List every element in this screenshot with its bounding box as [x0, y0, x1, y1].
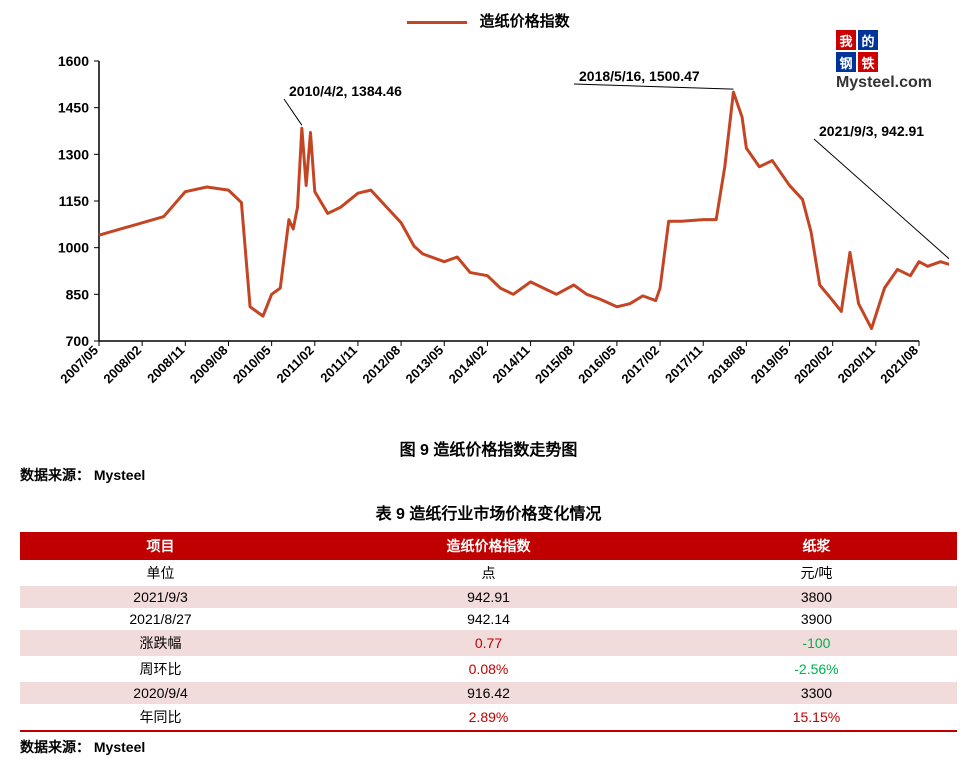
table-cell: -100 — [676, 630, 957, 656]
svg-text:2011/02: 2011/02 — [273, 343, 316, 386]
table-row: 2021/8/27942.143900 — [20, 608, 957, 630]
svg-text:2007/05: 2007/05 — [57, 343, 101, 387]
svg-text:850: 850 — [65, 286, 89, 302]
table-row: 2021/9/3942.913800 — [20, 586, 957, 608]
svg-text:2008/11: 2008/11 — [144, 343, 187, 386]
svg-text:2021/08: 2021/08 — [877, 343, 921, 387]
table-source: 数据来源： Mysteel — [20, 737, 957, 757]
svg-text:2020/02: 2020/02 — [790, 343, 834, 387]
table-row: 2020/9/4916.423300 — [20, 682, 957, 704]
source-label: 数据来源： — [20, 467, 90, 483]
table-cell: 点 — [301, 560, 676, 586]
table-cell: 15.15% — [676, 704, 957, 731]
table-caption: 表 9 造纸行业市场价格变化情况 — [20, 500, 957, 524]
table-cell: 916.42 — [301, 682, 676, 704]
table-row: 周环比0.08%-2.56% — [20, 656, 957, 682]
svg-text:2014/11: 2014/11 — [489, 343, 532, 386]
table-header-row: 项目 造纸价格指数 纸浆 — [20, 532, 957, 560]
source-value: Mysteel — [94, 467, 145, 483]
table-header-cell: 纸浆 — [676, 532, 957, 560]
svg-text:2017/02: 2017/02 — [618, 343, 662, 387]
svg-text:2011/11: 2011/11 — [317, 343, 360, 386]
svg-text:2015/08: 2015/08 — [532, 343, 576, 387]
table-cell: 2020/9/4 — [20, 682, 301, 704]
price-index-chart: 700850100011501300145016002007/052008/02… — [29, 41, 949, 421]
table-cell: 0.08% — [301, 656, 676, 682]
source-value: Mysteel — [94, 739, 145, 755]
table-row: 单位点元/吨 — [20, 560, 957, 586]
svg-text:2014/02: 2014/02 — [445, 343, 489, 387]
svg-text:2021/9/3, 942.91: 2021/9/3, 942.91 — [819, 123, 924, 139]
table-cell: 942.14 — [301, 608, 676, 630]
table-cell: 涨跌幅 — [20, 630, 301, 656]
svg-text:1150: 1150 — [58, 193, 89, 209]
table-cell: 942.91 — [301, 586, 676, 608]
svg-text:2013/05: 2013/05 — [402, 343, 446, 387]
table-cell: 元/吨 — [676, 560, 957, 586]
table-header-cell: 造纸价格指数 — [301, 532, 676, 560]
svg-text:1300: 1300 — [57, 146, 88, 162]
table-cell: -2.56% — [676, 656, 957, 682]
svg-text:1600: 1600 — [57, 53, 88, 69]
table-cell: 3300 — [676, 682, 957, 704]
chart-legend: 造纸价格指数 — [20, 10, 957, 31]
svg-text:2012/08: 2012/08 — [359, 343, 403, 387]
table-cell: 2.89% — [301, 704, 676, 731]
svg-text:1000: 1000 — [57, 240, 88, 256]
legend-label: 造纸价格指数 — [480, 13, 570, 30]
chart-caption: 图 9 造纸价格指数走势图 — [20, 436, 957, 460]
table-header-cell: 项目 — [20, 532, 301, 560]
svg-text:2018/08: 2018/08 — [704, 343, 748, 387]
table-cell: 3900 — [676, 608, 957, 630]
svg-text:2019/05: 2019/05 — [747, 343, 791, 387]
table-cell: 单位 — [20, 560, 301, 586]
table-cell: 周环比 — [20, 656, 301, 682]
source-label: 数据来源： — [20, 739, 90, 755]
table-cell: 2021/8/27 — [20, 608, 301, 630]
table-cell: 3800 — [676, 586, 957, 608]
price-table: 项目 造纸价格指数 纸浆 单位点元/吨2021/9/3942.913800202… — [20, 532, 957, 732]
svg-text:2010/05: 2010/05 — [229, 343, 273, 387]
svg-text:2016/05: 2016/05 — [575, 343, 619, 387]
table-cell: 2021/9/3 — [20, 586, 301, 608]
table-cell: 0.77 — [301, 630, 676, 656]
table-row: 年同比2.89%15.15% — [20, 704, 957, 731]
svg-text:2010/4/2, 1384.46: 2010/4/2, 1384.46 — [289, 83, 402, 99]
svg-text:2018/5/16, 1500.47: 2018/5/16, 1500.47 — [579, 68, 700, 84]
svg-text:2020/11: 2020/11 — [834, 343, 877, 386]
chart-source: 数据来源： Mysteel — [20, 465, 957, 485]
svg-text:1450: 1450 — [57, 100, 88, 116]
table-row: 涨跌幅0.77-100 — [20, 630, 957, 656]
svg-text:2008/02: 2008/02 — [100, 343, 144, 387]
svg-text:2009/08: 2009/08 — [186, 343, 230, 387]
legend-swatch — [407, 21, 467, 24]
table-cell: 年同比 — [20, 704, 301, 731]
svg-text:2017/11: 2017/11 — [661, 343, 704, 386]
